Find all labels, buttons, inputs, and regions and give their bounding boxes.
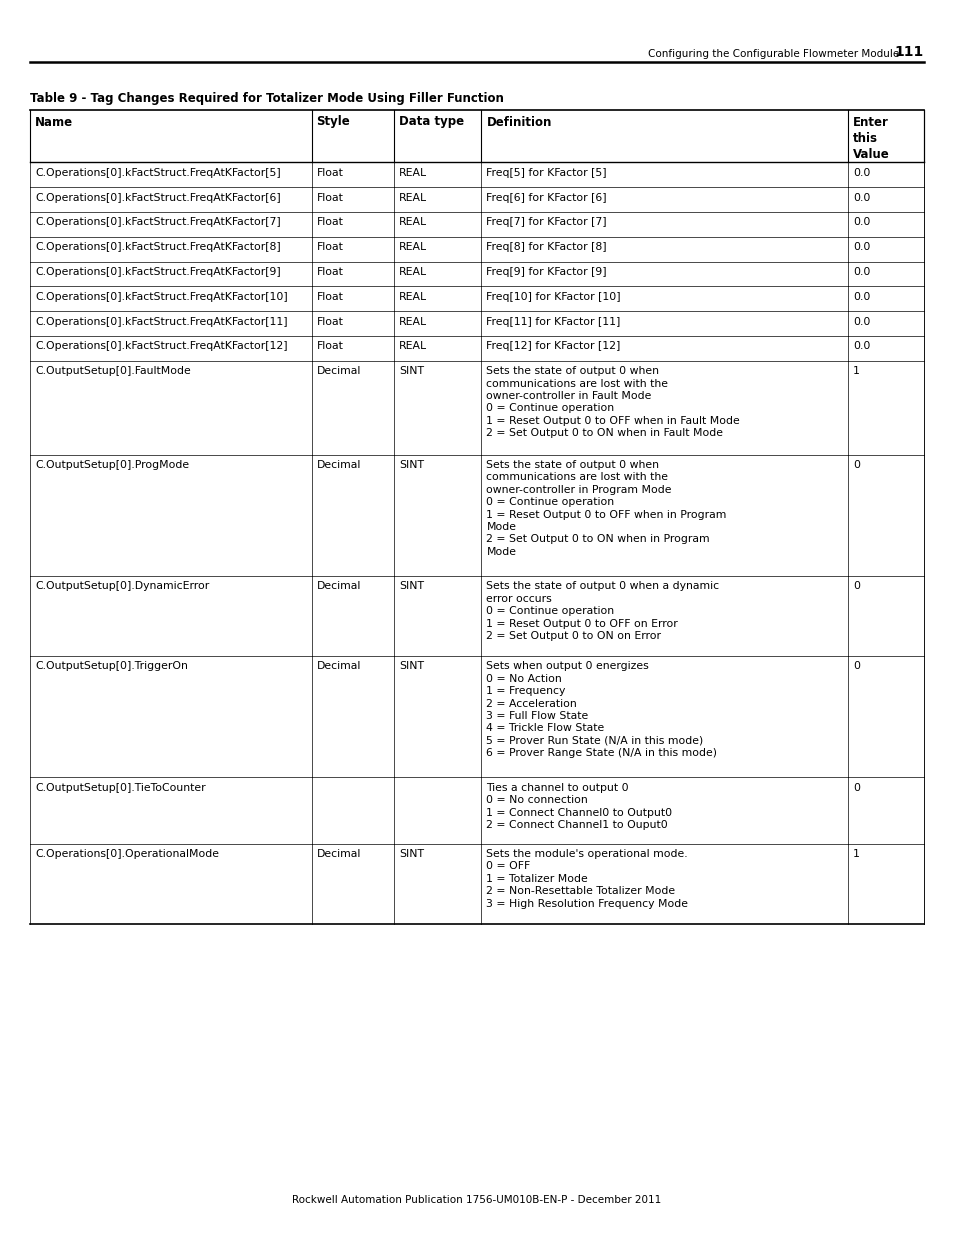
Text: C.Operations[0].kFactStruct.FreqAtKFactor[11]: C.Operations[0].kFactStruct.FreqAtKFacto…: [35, 316, 287, 327]
Text: Decimal: Decimal: [316, 850, 360, 860]
Text: Enter
this
Value: Enter this Value: [852, 116, 889, 161]
Text: Data type: Data type: [398, 116, 463, 128]
Text: REAL: REAL: [398, 193, 427, 203]
Text: SINT: SINT: [398, 367, 423, 377]
Text: REAL: REAL: [398, 291, 427, 301]
Text: 1: 1: [852, 367, 859, 377]
Text: Freq[11] for KFactor [11]: Freq[11] for KFactor [11]: [486, 316, 620, 327]
Text: Float: Float: [316, 217, 343, 227]
Text: 0.0: 0.0: [852, 193, 869, 203]
Text: C.OutputSetup[0].TriggerOn: C.OutputSetup[0].TriggerOn: [35, 662, 188, 672]
Text: Decimal: Decimal: [316, 461, 360, 471]
Text: REAL: REAL: [398, 168, 427, 178]
Text: 1: 1: [852, 850, 859, 860]
Text: Decimal: Decimal: [316, 582, 360, 592]
Text: Ties a channel to output 0
0 = No connection
1 = Connect Channel0 to Output0
2 =: Ties a channel to output 0 0 = No connec…: [486, 783, 672, 830]
Text: C.Operations[0].kFactStruct.FreqAtKFactor[10]: C.Operations[0].kFactStruct.FreqAtKFacto…: [35, 291, 288, 301]
Text: Sets the state of output 0 when
communications are lost with the
owner-controlle: Sets the state of output 0 when communic…: [486, 367, 740, 438]
Text: Table 9 - Tag Changes Required for Totalizer Mode Using Filler Function: Table 9 - Tag Changes Required for Total…: [30, 91, 503, 105]
Text: SINT: SINT: [398, 582, 423, 592]
Text: Freq[5] for KFactor [5]: Freq[5] for KFactor [5]: [486, 168, 606, 178]
Text: C.Operations[0].OperationalMode: C.Operations[0].OperationalMode: [35, 850, 219, 860]
Text: 0.0: 0.0: [852, 217, 869, 227]
Text: Float: Float: [316, 342, 343, 352]
Text: 0.0: 0.0: [852, 168, 869, 178]
Text: C.OutputSetup[0].FaultMode: C.OutputSetup[0].FaultMode: [35, 367, 191, 377]
Text: C.Operations[0].kFactStruct.FreqAtKFactor[12]: C.Operations[0].kFactStruct.FreqAtKFacto…: [35, 342, 287, 352]
Text: 0: 0: [852, 582, 859, 592]
Text: 0.0: 0.0: [852, 242, 869, 252]
Text: Configuring the Configurable Flowmeter Module: Configuring the Configurable Flowmeter M…: [647, 49, 898, 59]
Text: Freq[10] for KFactor [10]: Freq[10] for KFactor [10]: [486, 291, 620, 301]
Text: Float: Float: [316, 291, 343, 301]
Text: Float: Float: [316, 242, 343, 252]
Text: 0: 0: [852, 783, 859, 793]
Text: C.Operations[0].kFactStruct.FreqAtKFactor[9]: C.Operations[0].kFactStruct.FreqAtKFacto…: [35, 267, 280, 277]
Text: SINT: SINT: [398, 662, 423, 672]
Text: REAL: REAL: [398, 267, 427, 277]
Text: 0.0: 0.0: [852, 291, 869, 301]
Text: 0: 0: [852, 461, 859, 471]
Text: C.OutputSetup[0].TieToCounter: C.OutputSetup[0].TieToCounter: [35, 783, 206, 793]
Text: Sets the state of output 0 when
communications are lost with the
owner-controlle: Sets the state of output 0 when communic…: [486, 461, 726, 557]
Text: Float: Float: [316, 267, 343, 277]
Text: Sets the module's operational mode.
0 = OFF
1 = Totalizer Mode
2 = Non-Resettabl: Sets the module's operational mode. 0 = …: [486, 850, 688, 909]
Text: Freq[7] for KFactor [7]: Freq[7] for KFactor [7]: [486, 217, 606, 227]
Text: 0.0: 0.0: [852, 267, 869, 277]
Text: Float: Float: [316, 168, 343, 178]
Text: SINT: SINT: [398, 461, 423, 471]
Text: REAL: REAL: [398, 316, 427, 327]
Text: SINT: SINT: [398, 850, 423, 860]
Text: Freq[6] for KFactor [6]: Freq[6] for KFactor [6]: [486, 193, 606, 203]
Text: 0.0: 0.0: [852, 316, 869, 327]
Text: Freq[12] for KFactor [12]: Freq[12] for KFactor [12]: [486, 342, 620, 352]
Text: REAL: REAL: [398, 217, 427, 227]
Text: Name: Name: [35, 116, 73, 128]
Text: C.Operations[0].kFactStruct.FreqAtKFactor[5]: C.Operations[0].kFactStruct.FreqAtKFacto…: [35, 168, 280, 178]
Text: Style: Style: [316, 116, 350, 128]
Text: C.Operations[0].kFactStruct.FreqAtKFactor[6]: C.Operations[0].kFactStruct.FreqAtKFacto…: [35, 193, 280, 203]
Text: Decimal: Decimal: [316, 367, 360, 377]
Text: Float: Float: [316, 193, 343, 203]
Text: Freq[9] for KFactor [9]: Freq[9] for KFactor [9]: [486, 267, 606, 277]
Text: C.Operations[0].kFactStruct.FreqAtKFactor[7]: C.Operations[0].kFactStruct.FreqAtKFacto…: [35, 217, 280, 227]
Text: Sets the state of output 0 when a dynamic
error occurs
0 = Continue operation
1 : Sets the state of output 0 when a dynami…: [486, 582, 719, 641]
Text: Decimal: Decimal: [316, 662, 360, 672]
Text: 0.0: 0.0: [852, 342, 869, 352]
Text: 0: 0: [852, 662, 859, 672]
Text: Sets when output 0 energizes
0 = No Action
1 = Frequency
2 = Acceleration
3 = Fu: Sets when output 0 energizes 0 = No Acti…: [486, 662, 717, 758]
Text: C.OutputSetup[0].DynamicError: C.OutputSetup[0].DynamicError: [35, 582, 209, 592]
Text: Definition: Definition: [486, 116, 551, 128]
Text: C.OutputSetup[0].ProgMode: C.OutputSetup[0].ProgMode: [35, 461, 189, 471]
Text: 111: 111: [894, 44, 923, 59]
Text: C.Operations[0].kFactStruct.FreqAtKFactor[8]: C.Operations[0].kFactStruct.FreqAtKFacto…: [35, 242, 280, 252]
Text: Freq[8] for KFactor [8]: Freq[8] for KFactor [8]: [486, 242, 606, 252]
Text: REAL: REAL: [398, 342, 427, 352]
Text: Float: Float: [316, 316, 343, 327]
Text: REAL: REAL: [398, 242, 427, 252]
Text: Rockwell Automation Publication 1756-UM010B-EN-P - December 2011: Rockwell Automation Publication 1756-UM0…: [292, 1195, 661, 1205]
